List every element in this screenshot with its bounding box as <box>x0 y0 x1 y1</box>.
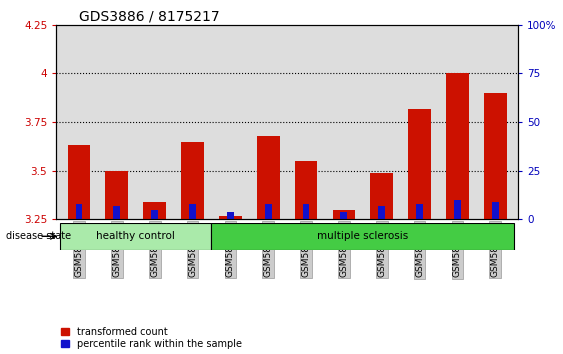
Text: multiple sclerosis: multiple sclerosis <box>317 231 408 241</box>
FancyBboxPatch shape <box>212 223 514 250</box>
Bar <box>265 204 271 219</box>
Bar <box>341 212 347 219</box>
Text: GDS3886 / 8175217: GDS3886 / 8175217 <box>79 10 220 24</box>
Bar <box>484 93 507 219</box>
Text: disease state: disease state <box>6 231 71 241</box>
Bar <box>446 74 469 219</box>
Bar <box>294 161 318 219</box>
Legend: transformed count, percentile rank within the sample: transformed count, percentile rank withi… <box>61 327 242 349</box>
Bar <box>75 204 82 219</box>
Bar <box>113 206 120 219</box>
Bar <box>454 200 461 219</box>
Bar <box>105 171 128 219</box>
Text: healthy control: healthy control <box>96 231 175 241</box>
Bar <box>333 210 355 219</box>
Bar <box>227 212 234 219</box>
Bar <box>144 202 166 219</box>
Bar <box>408 109 431 219</box>
Bar <box>303 204 310 219</box>
Bar <box>492 202 499 219</box>
Bar <box>416 204 423 219</box>
Bar <box>151 210 158 219</box>
Bar <box>370 173 393 219</box>
Bar <box>219 216 242 219</box>
Bar <box>257 136 280 219</box>
Bar <box>181 142 204 219</box>
Bar <box>189 204 196 219</box>
FancyBboxPatch shape <box>60 223 212 250</box>
Bar <box>68 145 90 219</box>
Bar <box>378 206 385 219</box>
